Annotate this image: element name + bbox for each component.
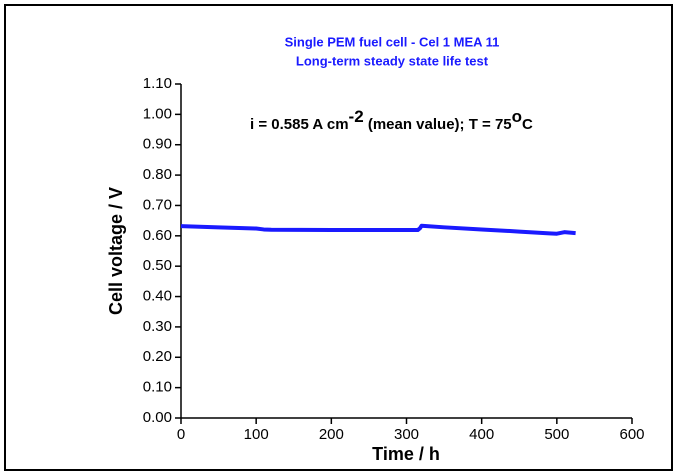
x-tick-label: 0 [177,426,185,443]
x-tick-label: 600 [619,426,644,443]
x-tick-label: 300 [394,426,419,443]
y-tick-label: 0.70 [143,196,172,213]
chart-subtitle: Long-term steady state life test [296,53,489,68]
chart-title: Single PEM fuel cell - Cel 1 MEA 11 [285,34,500,49]
x-tick-label: 200 [319,426,344,443]
y-axis-title: Cell voltage / V [106,187,126,315]
annotation-text: (mean value); T = 75 [364,116,512,133]
y-tick-label: 0.30 [143,318,172,335]
y-tick-label: 0.60 [143,227,172,244]
annotation: i = 0.585 A cm-2 (mean value); T = 75oC [250,107,533,132]
data-line [180,223,576,236]
annotation-text: i = 0.585 A cm [250,116,349,133]
y-tick-label: 0.90 [143,136,172,153]
y-tick-label: 0.40 [143,288,172,305]
frame [4,4,673,471]
y-tick-label: 0.10 [143,379,172,396]
y-tick-label: 0.50 [143,257,172,274]
y-tick-label: 0.80 [143,166,172,183]
annotation-superscript: -2 [349,107,364,126]
y-tick-label: 1.10 [143,75,172,92]
y-tick-label: 1.00 [143,105,172,122]
x-tick-label: 500 [544,426,569,443]
y-tick-label: 0.20 [143,348,172,365]
x-axis-title: Time / h [372,444,440,464]
y-tick-label: 0.00 [143,409,172,426]
x-tick-label: 100 [244,426,269,443]
annotation-superscript: o [512,107,522,126]
annotation-text: C [522,116,533,133]
x-tick-label: 400 [469,426,494,443]
